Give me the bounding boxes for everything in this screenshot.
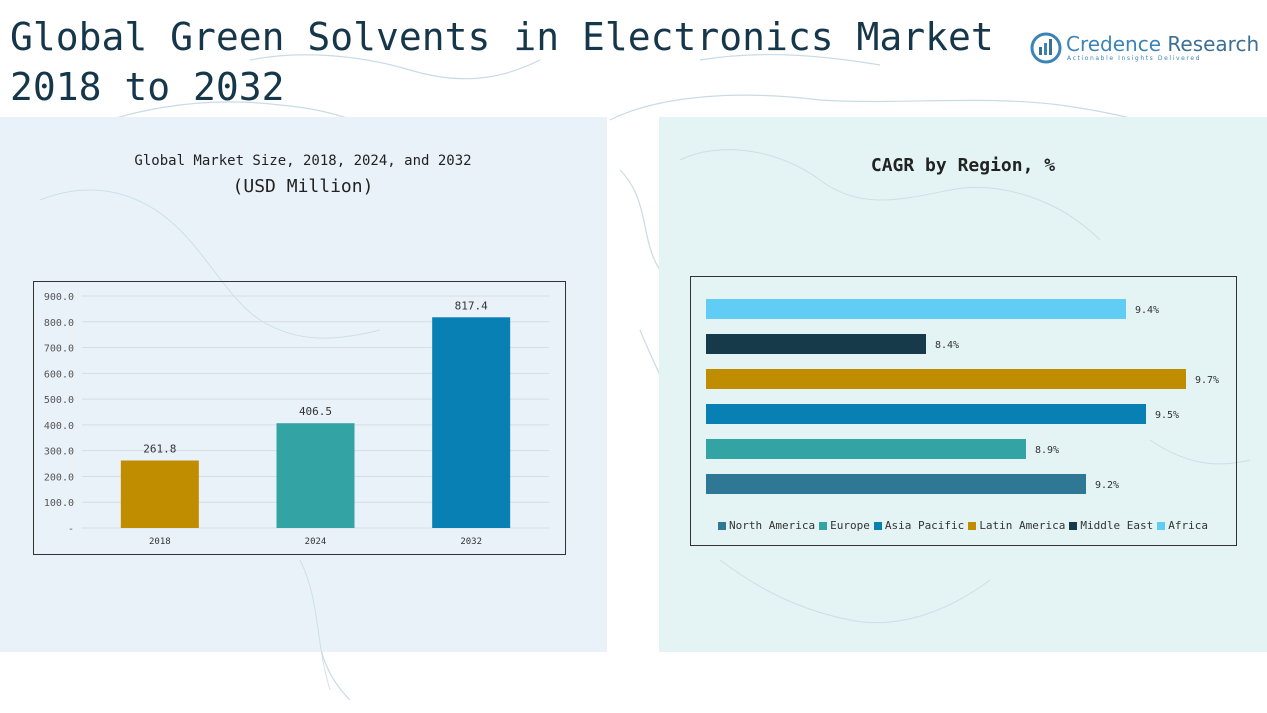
hbar-data-label: 9.7% bbox=[1195, 375, 1219, 386]
y-tick-label: - bbox=[68, 524, 74, 535]
legend-swatch bbox=[873, 521, 882, 530]
legend-label: Middle East bbox=[1080, 519, 1154, 532]
legend-item: Latin America bbox=[968, 519, 1065, 532]
y-tick-label: 400.0 bbox=[44, 421, 74, 432]
logo-tagline: Actionable Insights Delivered bbox=[1067, 55, 1202, 62]
cagr-legend: North America Europe Asia Pacific Latin Ame… bbox=[690, 519, 1236, 532]
hbar-data-label: 9.5% bbox=[1155, 410, 1179, 421]
legend-item: Asia Pacific bbox=[873, 519, 965, 532]
legend-item: Europe bbox=[819, 519, 870, 532]
bar-2024 bbox=[276, 423, 355, 528]
hbar-europe bbox=[706, 439, 1026, 459]
legend-label: North America bbox=[728, 519, 816, 532]
hbar-north-america bbox=[706, 474, 1086, 494]
hbar-data-label: 9.2% bbox=[1095, 480, 1119, 491]
bar-2018 bbox=[120, 460, 199, 528]
hbar-data-label: 9.4% bbox=[1135, 305, 1159, 316]
bar-2032 bbox=[432, 317, 511, 528]
x-tick-label: 2032 bbox=[460, 537, 482, 547]
legend-swatch bbox=[1157, 521, 1166, 530]
hbar-data-label: 8.9% bbox=[1035, 445, 1059, 456]
legend-label: Latin America bbox=[979, 519, 1066, 532]
legend-item: Africa bbox=[1157, 519, 1208, 532]
logo-name-first: Credence bbox=[1066, 32, 1162, 56]
x-tick-label: 2024 bbox=[305, 537, 327, 547]
logo-chart-icon bbox=[1030, 32, 1062, 64]
market-size-chart: - 100.0 200.0 300.0 400.0 500.0 600.0 700.0 800.… bbox=[33, 281, 566, 555]
y-tick-label: 300.0 bbox=[44, 447, 74, 458]
legend-swatch bbox=[1069, 521, 1078, 530]
market-size-chart-subtitle: (USD Million) bbox=[232, 176, 374, 197]
x-tick-label: 2018 bbox=[149, 537, 171, 547]
y-tick-label: 600.0 bbox=[44, 369, 74, 380]
bar-data-label: 817.4 bbox=[455, 299, 488, 312]
y-tick-label: 200.0 bbox=[44, 472, 74, 483]
cagr-chart-title: CAGR by Region, % bbox=[870, 155, 1056, 176]
legend-swatch bbox=[968, 521, 977, 530]
legend-item: North America bbox=[717, 519, 816, 532]
y-tick-label: 700.0 bbox=[44, 344, 74, 355]
hbar-asia-pacific bbox=[706, 404, 1146, 424]
hbar-data-label: 8.4% bbox=[935, 340, 959, 351]
hbar-latin-america bbox=[706, 369, 1186, 389]
legend-label: Africa bbox=[1168, 519, 1209, 532]
market-size-chart-title: Global Market Size, 2018, 2024, and 2032 bbox=[134, 153, 472, 169]
y-tick-label: 800.0 bbox=[44, 318, 74, 329]
legend-label: Europe bbox=[830, 519, 870, 532]
y-tick-label: 900.0 bbox=[44, 292, 74, 303]
hbar-africa bbox=[706, 299, 1126, 319]
legend-label: Asia Pacific bbox=[884, 519, 965, 532]
logo-name: Credence Research bbox=[1066, 32, 1259, 56]
legend-swatch bbox=[819, 521, 828, 530]
bar-data-label: 406.5 bbox=[299, 405, 332, 418]
bar-data-label: 261.8 bbox=[143, 443, 176, 456]
market-size-chart-svg: - 100.0 200.0 300.0 400.0 500.0 600.0 700.0 800.… bbox=[44, 292, 549, 547]
page-title: Global Green Solvents in Electronics Mar… bbox=[10, 15, 994, 109]
logo-name-second: Research bbox=[1161, 32, 1260, 56]
legend-item: Middle East bbox=[1069, 519, 1153, 532]
cagr-chart: 9.4% 8.4% 9.7% 9.5% 8.9% 9.2% bbox=[690, 276, 1237, 546]
legend-swatch bbox=[717, 521, 726, 530]
y-tick-label: 500.0 bbox=[44, 395, 74, 406]
cagr-chart-svg: 9.4% 8.4% 9.7% 9.5% 8.9% 9.2% bbox=[706, 299, 1219, 494]
y-tick-label: 100.0 bbox=[44, 498, 74, 509]
hbar-middle-east bbox=[706, 334, 926, 354]
credence-research-logo: Credence Research Actionable Insights De… bbox=[1030, 30, 1260, 70]
